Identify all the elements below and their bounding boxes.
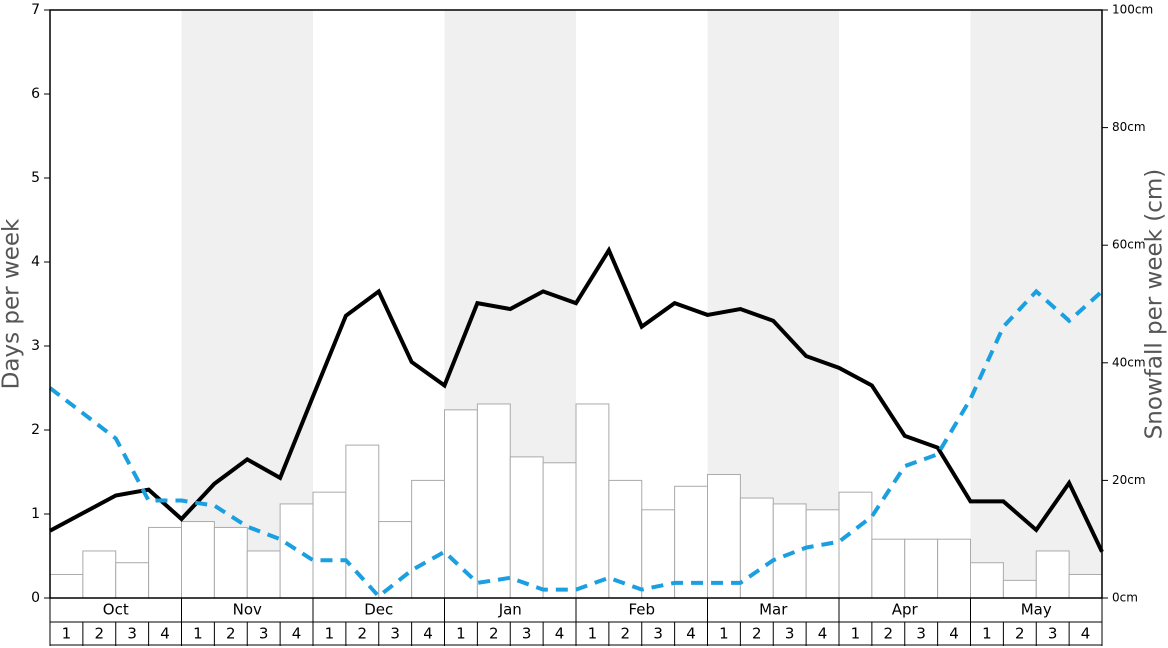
snowfall-bar — [82, 550, 117, 599]
snowfall-bar — [1002, 579, 1037, 599]
week-label: 1 — [719, 625, 729, 643]
week-label: 3 — [390, 625, 400, 643]
snowfall-bar — [904, 538, 939, 599]
week-label: 2 — [95, 625, 105, 643]
week-label: 4 — [555, 625, 565, 643]
week-label: 1 — [62, 625, 72, 643]
month-label: Jan — [498, 601, 522, 619]
y-tick-label: 4 — [31, 254, 40, 270]
snowfall-bar — [246, 550, 281, 599]
month-label: Mar — [759, 601, 788, 619]
week-label: 2 — [884, 625, 894, 643]
week-label: 1 — [193, 625, 203, 643]
y2-tick-label: 0cm — [1112, 591, 1138, 605]
snowfall-bar — [509, 456, 544, 599]
y2-tick-label: 60cm — [1112, 238, 1146, 252]
y-tick-label: 3 — [31, 338, 40, 354]
snowfall-bar — [641, 509, 676, 599]
snowfall-bar — [312, 491, 347, 599]
snowfall-bar — [937, 538, 971, 599]
snowfall-bar — [213, 526, 248, 599]
week-label: 3 — [785, 625, 795, 643]
week-label: 2 — [226, 625, 236, 643]
month-label: Apr — [892, 601, 919, 619]
snowfall-bar — [378, 521, 413, 599]
month-label: Nov — [233, 601, 262, 619]
snowfall-bar — [181, 521, 215, 599]
dashed-line — [48, 288, 1104, 600]
snowfall-bar — [279, 503, 314, 599]
snowfall-bar — [707, 474, 741, 599]
y-tick-label: 2 — [31, 422, 40, 438]
snowfall-bar — [838, 491, 873, 599]
snowfall-bar — [772, 503, 807, 599]
week-label: 1 — [982, 625, 992, 643]
line — [49, 245, 1104, 553]
week-label: 2 — [1015, 625, 1025, 643]
y2-tick-label: 80cm — [1112, 120, 1146, 134]
y-tick-label: 1 — [31, 506, 40, 522]
week-label: 3 — [653, 625, 663, 643]
snowfall-bar — [871, 538, 906, 599]
week-label: 4 — [686, 625, 696, 643]
week-label: 3 — [916, 625, 926, 643]
y-tick-label: 7 — [31, 2, 40, 18]
week-label: 4 — [949, 625, 959, 643]
snowfall-bar — [49, 573, 84, 599]
week-label: 2 — [358, 625, 368, 643]
y-tick-label: 5 — [31, 170, 40, 186]
snowfall-bar — [411, 479, 445, 599]
week-label: 4 — [423, 625, 433, 643]
snowfall-bar — [970, 562, 1004, 599]
y-tick-label: 0 — [31, 590, 40, 606]
month-label: May — [1021, 601, 1052, 619]
week-label: 3 — [522, 625, 532, 643]
week-label: 2 — [489, 625, 499, 643]
snowfall-bar — [805, 509, 840, 599]
snowfall-bar — [345, 444, 380, 599]
week-label: 3 — [127, 625, 137, 643]
week-label: 4 — [292, 625, 302, 643]
y-tick-label: 6 — [31, 86, 40, 102]
y2-tick-label: 40cm — [1112, 355, 1146, 369]
snowfall-bar — [476, 403, 511, 599]
snowfall-bar — [444, 409, 478, 599]
week-label: 2 — [621, 625, 631, 643]
snowfall-bar — [1068, 573, 1103, 599]
snowfall-bar — [1035, 550, 1070, 599]
week-label: 2 — [752, 625, 762, 643]
snowfall-bar — [148, 526, 182, 599]
week-label: 1 — [456, 625, 466, 643]
week-label: 4 — [160, 625, 170, 643]
week-label: 3 — [259, 625, 269, 643]
week-label: 1 — [325, 625, 335, 643]
y-axis-title: Days per week — [0, 218, 25, 389]
week-label: 4 — [1081, 625, 1091, 643]
snowfall-bar — [542, 462, 577, 599]
snowfall-bar — [739, 497, 774, 599]
week-label: 1 — [588, 625, 598, 643]
y2-tick-label: 20cm — [1112, 473, 1146, 487]
month-label: Feb — [628, 601, 655, 619]
y2-tick-label: 100cm — [1112, 3, 1153, 17]
y2-axis-title: Snowfall per week (cm) — [1142, 169, 1168, 440]
week-label: 4 — [818, 625, 828, 643]
month-shade — [181, 10, 313, 598]
snowfall-bar — [575, 403, 610, 599]
month-label: Oct — [103, 601, 129, 619]
week-label: 3 — [1048, 625, 1058, 643]
month-label: Dec — [364, 601, 393, 619]
week-label: 1 — [851, 625, 861, 643]
snowfall-bar — [115, 562, 150, 599]
